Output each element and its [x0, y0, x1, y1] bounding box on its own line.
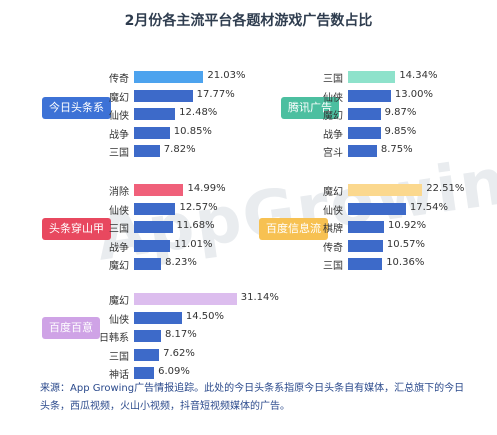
category-label: 仙侠: [323, 92, 343, 104]
category-label: 魔幻: [109, 296, 129, 307]
value-label: 9.85%: [384, 125, 417, 137]
platform-badge-baidu-baiyi: 百度百意: [42, 317, 100, 339]
value-label: 13.00%: [394, 88, 434, 100]
value-label: 11.01%: [174, 238, 213, 250]
value-label: 21.03%: [207, 70, 246, 81]
category-label: 棋牌: [323, 224, 343, 236]
category-label: 魔幻: [323, 111, 343, 123]
bar: [134, 293, 237, 305]
bar: [348, 239, 383, 252]
category-label: 消除: [109, 187, 129, 198]
value-label: 17.77%: [196, 88, 235, 100]
value-label: 12.57%: [179, 201, 218, 213]
value-label: 7.62%: [163, 347, 195, 359]
bar: [348, 71, 396, 83]
value-label: 8.17%: [164, 329, 197, 341]
bar: [134, 202, 176, 215]
bar: [134, 367, 155, 380]
bar: [134, 330, 161, 343]
bar: [348, 258, 383, 271]
bar: [348, 108, 381, 121]
bar: [348, 184, 423, 196]
value-label: 9.87%: [384, 107, 417, 119]
value-label: 10.92%: [388, 220, 427, 232]
platform-badge-toutiao: 今日头条系: [42, 97, 111, 119]
category-label: 战争: [323, 129, 343, 141]
category-label: 三国: [323, 74, 343, 85]
value-label: 6.09%: [158, 366, 190, 378]
bar: [134, 71, 204, 83]
category-label: 仙侠: [109, 111, 129, 123]
bar: [134, 145, 160, 158]
bar: [134, 258, 162, 271]
category-label: 神话: [109, 370, 129, 382]
platform-badge-baidu-feed: 百度信息流: [259, 218, 328, 240]
source-note: 来源：App Growing广告情报追踪。此处的今日头条系指原今日头条自有媒体，…: [40, 383, 465, 412]
bar: [348, 221, 385, 234]
value-label: 10.85%: [173, 125, 212, 137]
bar: [348, 126, 381, 139]
category-label: 仙侠: [109, 314, 129, 326]
category-label: 三国: [109, 351, 129, 363]
value-label: 7.82%: [163, 144, 196, 156]
category-label: 日韩系: [99, 333, 129, 345]
category-label: 魔幻: [109, 92, 129, 104]
category-label: 战争: [109, 242, 129, 254]
value-label: 14.99%: [187, 183, 226, 194]
bar: [348, 145, 377, 158]
bar: [134, 239, 171, 252]
value-label: 22.51%: [426, 183, 465, 194]
value-label: 14.50%: [185, 310, 224, 322]
chart-title: 2月份各主流平台各题材游戏广告数占比: [124, 13, 373, 29]
category-label: 仙侠: [323, 205, 343, 217]
category-label: 魔幻: [109, 261, 129, 273]
value-label: 8.75%: [380, 144, 413, 156]
category-label: 传奇: [109, 74, 129, 85]
bar: [134, 348, 160, 361]
bar: [348, 202, 406, 215]
category-label: 三国: [109, 224, 129, 236]
value-label: 10.36%: [386, 257, 425, 269]
category-label: 宫斗: [323, 148, 343, 160]
bar: [134, 108, 176, 121]
bar: [134, 311, 182, 324]
value-label: 8.23%: [165, 257, 197, 269]
bar: [134, 89, 193, 102]
platform-badge-pangle: 头条穿山甲: [42, 218, 111, 240]
value-label: 12.48%: [179, 107, 218, 119]
value-label: 14.34%: [399, 70, 438, 81]
value-label: 10.57%: [386, 238, 426, 250]
bar: [134, 126, 170, 139]
category-label: 战争: [109, 129, 129, 141]
category-label: 仙侠: [109, 205, 129, 217]
bar: [134, 184, 184, 196]
category-label: 三国: [323, 261, 343, 273]
platform-badge-tencent: 腾讯广告: [281, 97, 339, 119]
bar: [134, 221, 173, 234]
category-label: 魔幻: [323, 187, 343, 198]
value-label: 17.54%: [409, 201, 449, 213]
value-label: 11.68%: [176, 220, 215, 232]
bar: [348, 89, 391, 102]
category-label: 三国: [109, 148, 129, 160]
category-label: 传奇: [323, 242, 343, 254]
value-label: 31.14%: [240, 292, 279, 303]
